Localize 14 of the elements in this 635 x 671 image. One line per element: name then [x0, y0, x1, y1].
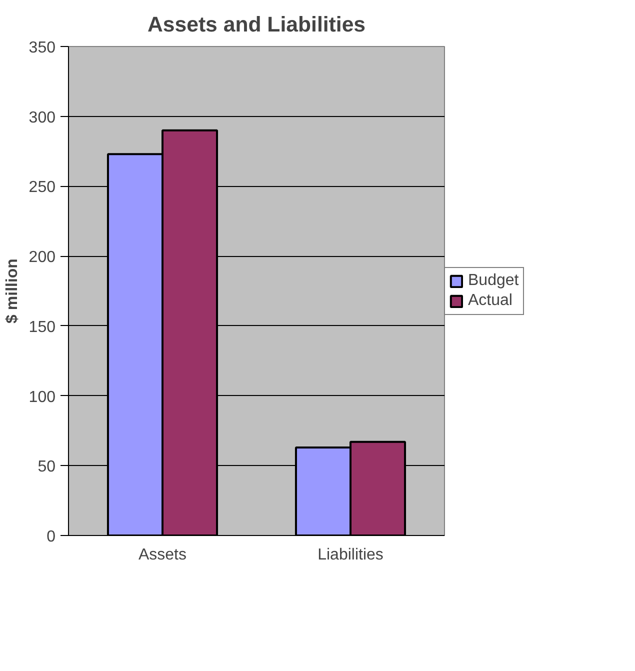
x-tick-label: Assets — [138, 546, 187, 564]
y-tick-label: 350 — [28, 40, 56, 56]
y-tick-label: 150 — [28, 318, 56, 336]
legend-label: Actual — [468, 292, 512, 310]
legend-label: Budget — [468, 272, 519, 290]
x-tick-label: Liabilities — [318, 546, 384, 564]
y-tick-label: 250 — [28, 179, 56, 196]
y-tick-label: 200 — [28, 249, 56, 266]
y-tick-label: 0 — [46, 528, 56, 546]
y-axis-title: $ million — [4, 258, 21, 324]
y-tick-label: 50 — [38, 458, 56, 476]
y-tick-label: 100 — [28, 388, 56, 406]
chart-title: Assets and Liabilities — [147, 12, 366, 36]
y-tick-label: 300 — [28, 109, 56, 126]
